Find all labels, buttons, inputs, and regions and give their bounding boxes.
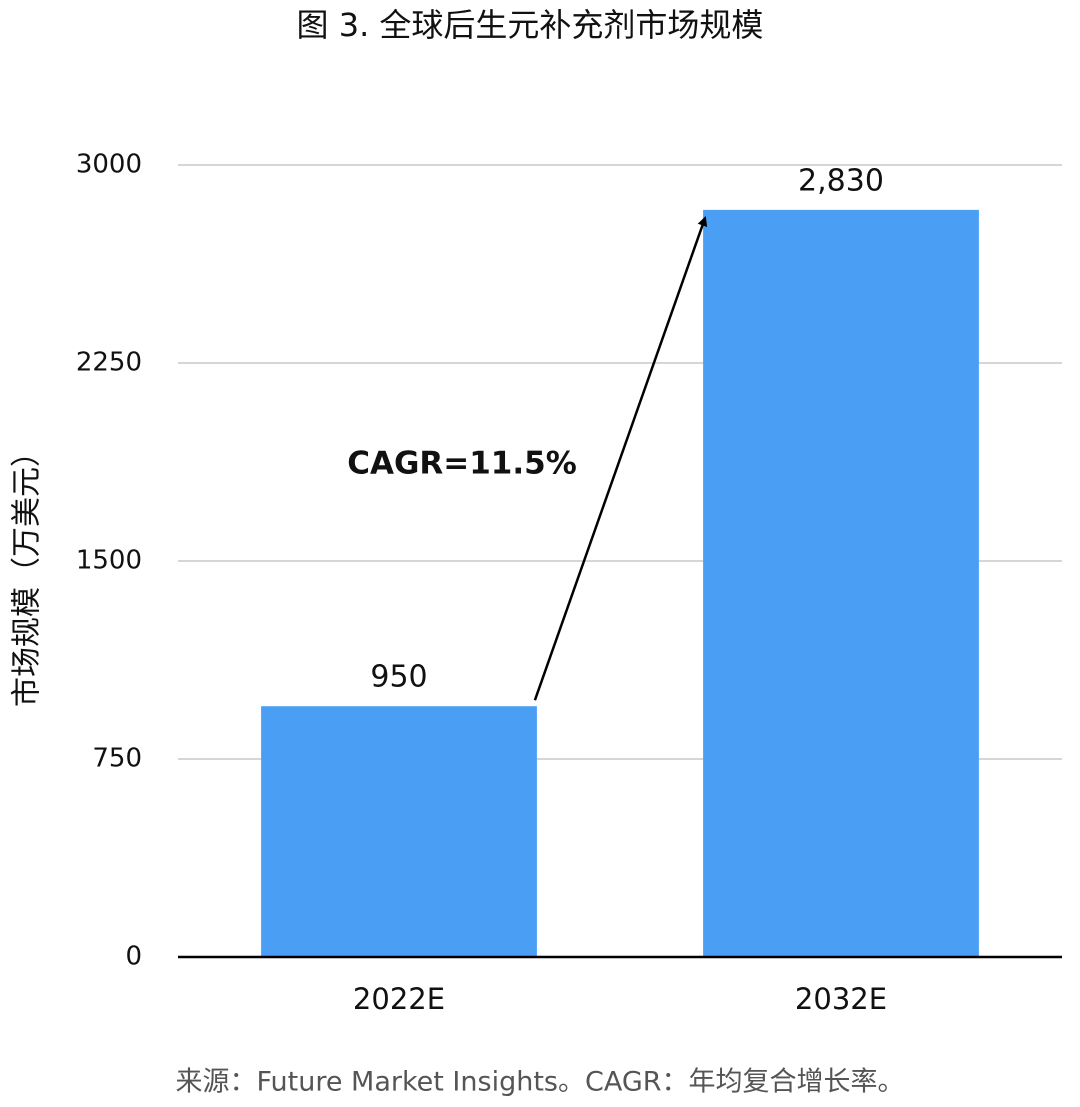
y-tick-label: 1500	[76, 546, 142, 576]
y-tick-label: 2250	[76, 348, 142, 378]
x-tick-label: 2032E	[795, 982, 887, 1016]
bar	[261, 706, 537, 957]
y-tick-label: 750	[92, 744, 142, 774]
value-label: 2,830	[798, 163, 884, 198]
y-axis-label: 市场规模（万美元）	[10, 437, 45, 707]
y-tick-label: 0	[125, 942, 142, 972]
value-label: 950	[370, 660, 427, 695]
x-tick-label: 2022E	[353, 982, 445, 1016]
source-note: 来源：Future Market Insights。CAGR：年均复合增长率。	[175, 1067, 904, 1098]
growth-arrow	[533, 215, 708, 701]
bar	[703, 209, 979, 957]
annotation: CAGR=11.5%	[347, 446, 577, 482]
chart-title: 图 3. 全球后生元补充剂市场规模	[297, 6, 764, 44]
y-tick-label: 3000	[76, 150, 142, 180]
